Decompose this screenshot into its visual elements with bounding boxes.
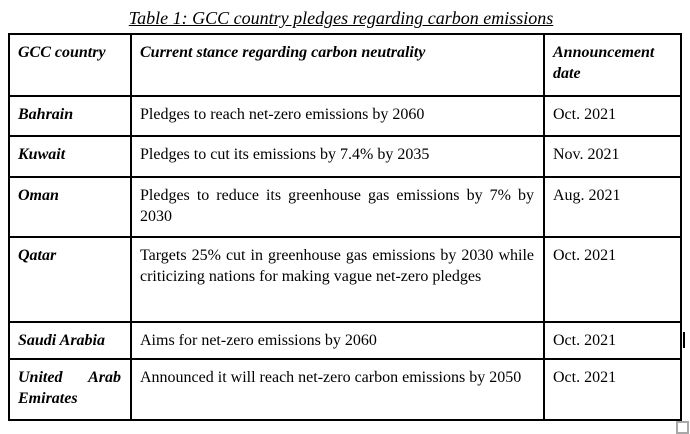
column-header-date: Announcement date: [543, 33, 682, 97]
stance-cell: Pledges to reach net-zero emissions by 2…: [130, 95, 545, 137]
table-row: United Arab Emirates Announced it will re…: [8, 358, 682, 421]
table-row: Saudi Arabia Aims for net-zero emissions …: [8, 321, 682, 360]
table-caption: Table 1: GCC country pledges regarding c…: [128, 8, 554, 28]
table-row: Qatar Targets 25% cut in greenhouse gas e…: [8, 236, 682, 323]
stance-cell: Announced it will reach net-zero carbon …: [130, 358, 545, 421]
country-cell: Bahrain: [8, 95, 132, 137]
text-cursor: [683, 332, 685, 348]
date-cell: Oct. 2021: [543, 358, 682, 421]
stance-cell: Aims for net-zero emissions by 2060: [130, 321, 545, 360]
table-row: Bahrain Pledges to reach net-zero emissio…: [8, 95, 682, 137]
table-resize-handle-icon[interactable]: [676, 421, 689, 434]
stance-cell: Pledges to cut its emissions by 7.4% by …: [130, 135, 545, 178]
date-cell: Oct. 2021: [543, 321, 682, 360]
date-cell: Oct. 2021: [543, 95, 682, 137]
country-cell: Saudi Arabia: [8, 321, 132, 360]
date-cell: Oct. 2021: [543, 236, 682, 323]
column-header-country: GCC country: [8, 33, 132, 97]
table-row: Oman Pledges to reduce its greenhouse gas…: [8, 176, 682, 238]
table-row: Kuwait Pledges to cut its emissions by 7.…: [8, 135, 682, 178]
header-row: GCC country Current stance regarding car…: [8, 33, 682, 97]
gcc-pledges-table: GCC country Current stance regarding car…: [8, 33, 682, 421]
country-cell: Kuwait: [8, 135, 132, 178]
column-header-stance: Current stance regarding carbon neutrali…: [130, 33, 545, 97]
stance-cell: Pledges to reduce its greenhouse gas emi…: [130, 176, 545, 238]
country-cell: Oman: [8, 176, 132, 238]
date-cell: Nov. 2021: [543, 135, 682, 178]
country-cell: Qatar: [8, 236, 132, 323]
stance-cell: Targets 25% cut in greenhouse gas emissi…: [130, 236, 545, 323]
country-cell: United Arab Emirates: [8, 358, 132, 421]
date-cell: Aug. 2021: [543, 176, 682, 238]
